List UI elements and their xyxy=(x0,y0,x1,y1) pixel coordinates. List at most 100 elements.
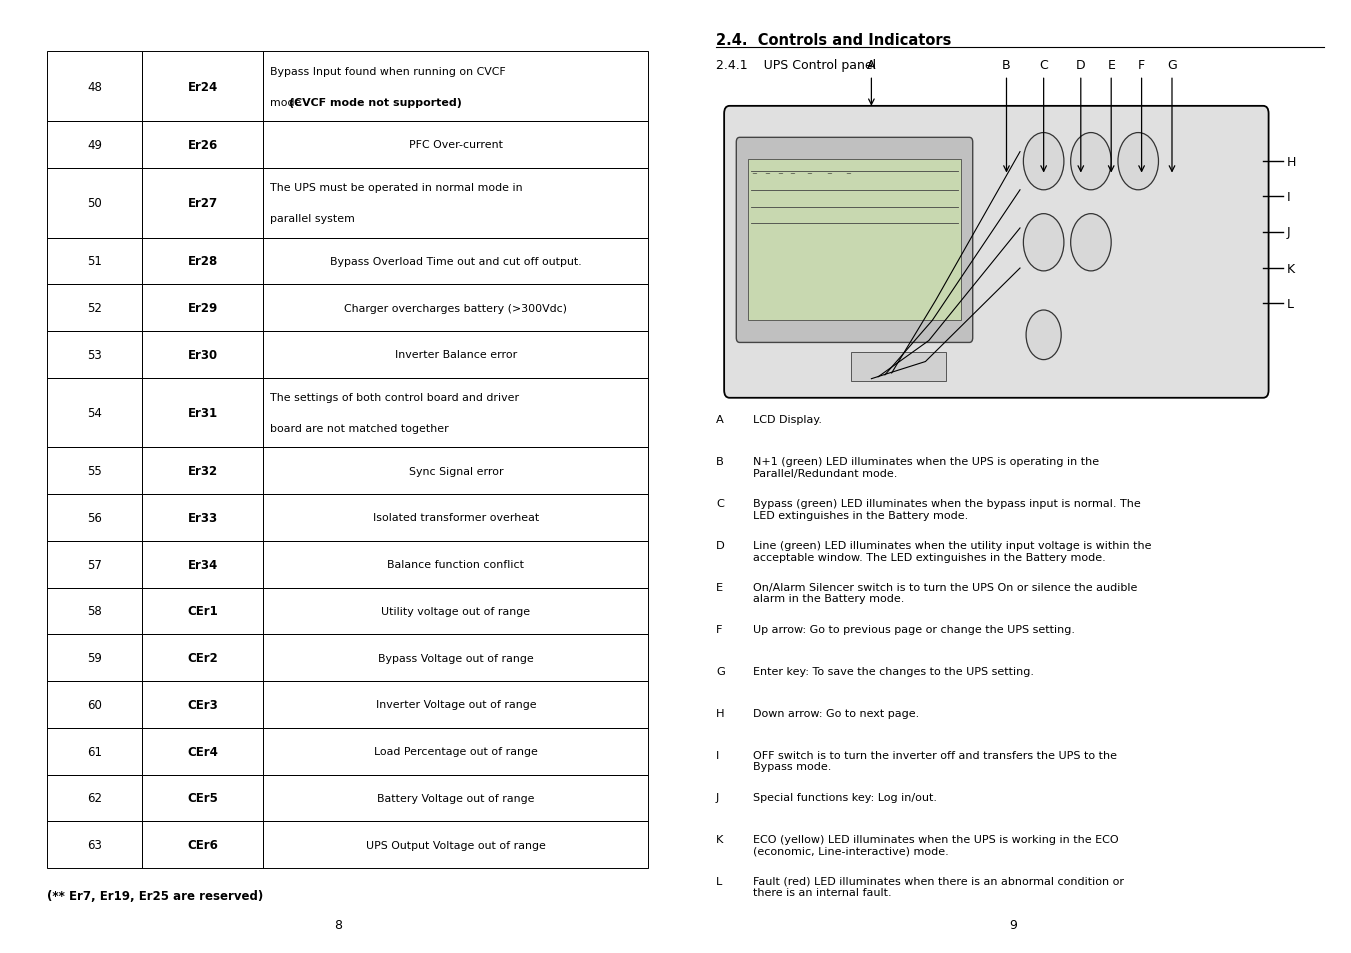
Text: 2.4.  Controls and Indicators: 2.4. Controls and Indicators xyxy=(716,33,951,49)
Bar xyxy=(263,52,648,122)
Text: I: I xyxy=(716,750,719,760)
Text: Battery Voltage out of range: Battery Voltage out of range xyxy=(377,793,535,803)
Text: 57: 57 xyxy=(86,558,103,571)
Text: H: H xyxy=(716,708,724,718)
Bar xyxy=(263,122,648,169)
Text: Er33: Er33 xyxy=(188,512,218,524)
Text: Up arrow: Go to previous page or change the UPS setting.: Up arrow: Go to previous page or change … xyxy=(754,624,1075,634)
Text: Er32: Er32 xyxy=(188,465,218,477)
Bar xyxy=(142,541,263,588)
Text: UPS Output Voltage out of range: UPS Output Voltage out of range xyxy=(366,840,546,850)
Bar xyxy=(142,169,263,238)
Text: C: C xyxy=(1039,58,1048,71)
Bar xyxy=(47,681,142,728)
Text: Er30: Er30 xyxy=(188,349,218,361)
Bar xyxy=(142,588,263,635)
Text: J: J xyxy=(1286,226,1290,239)
Text: ~: ~ xyxy=(807,171,812,176)
Text: The UPS must be operated in normal mode in: The UPS must be operated in normal mode … xyxy=(270,183,523,193)
Text: 63: 63 xyxy=(86,839,103,851)
Text: 61: 61 xyxy=(86,745,103,758)
Bar xyxy=(263,681,648,728)
Text: Er29: Er29 xyxy=(188,302,218,314)
Bar xyxy=(47,588,142,635)
Text: G: G xyxy=(716,666,724,676)
Bar xyxy=(142,122,263,169)
Text: Er28: Er28 xyxy=(188,255,218,268)
Circle shape xyxy=(1024,133,1065,191)
Bar xyxy=(263,775,648,821)
Text: Inverter Balance error: Inverter Balance error xyxy=(394,350,517,360)
Text: ~: ~ xyxy=(846,171,851,176)
Text: F: F xyxy=(1138,58,1146,71)
Text: CEr2: CEr2 xyxy=(188,652,218,664)
Text: (CVCF mode not supported): (CVCF mode not supported) xyxy=(289,97,462,108)
Text: 60: 60 xyxy=(86,699,103,711)
Bar xyxy=(142,332,263,378)
Text: Load Percentage out of range: Load Percentage out of range xyxy=(374,746,538,757)
Text: L: L xyxy=(1286,297,1294,311)
Text: OFF switch is to turn the inverter off and transfers the UPS to the
Bypass mode.: OFF switch is to turn the inverter off a… xyxy=(754,750,1117,772)
Text: L: L xyxy=(716,876,723,885)
Text: CEr4: CEr4 xyxy=(188,745,218,758)
Text: K: K xyxy=(716,834,723,843)
Bar xyxy=(47,169,142,238)
Bar xyxy=(47,541,142,588)
Text: B: B xyxy=(716,456,724,466)
FancyBboxPatch shape xyxy=(736,138,973,343)
Text: Charger overcharges battery (>300Vdc): Charger overcharges battery (>300Vdc) xyxy=(345,303,567,314)
Text: Sync Signal error: Sync Signal error xyxy=(408,466,504,476)
Text: E: E xyxy=(716,582,723,592)
Text: C: C xyxy=(716,498,724,508)
Bar xyxy=(47,238,142,285)
Text: B: B xyxy=(1002,58,1011,71)
Text: E: E xyxy=(1108,58,1115,71)
Bar xyxy=(47,52,142,122)
Bar xyxy=(263,332,648,378)
Text: 53: 53 xyxy=(88,349,101,361)
Text: D: D xyxy=(1075,58,1086,71)
Text: The settings of both control board and driver: The settings of both control board and d… xyxy=(270,393,519,403)
Text: (** Er7, Er19, Er25 are reserved): (** Er7, Er19, Er25 are reserved) xyxy=(47,889,263,902)
Text: 58: 58 xyxy=(88,605,101,618)
Circle shape xyxy=(1027,311,1062,360)
Text: F: F xyxy=(716,624,723,634)
Text: CEr5: CEr5 xyxy=(188,792,218,804)
Text: CEr3: CEr3 xyxy=(188,699,218,711)
Bar xyxy=(748,160,961,321)
Text: 62: 62 xyxy=(86,792,103,804)
Text: board are not matched together: board are not matched together xyxy=(270,423,449,434)
Text: ~: ~ xyxy=(763,171,770,176)
Text: Bypass Voltage out of range: Bypass Voltage out of range xyxy=(378,653,534,663)
Bar xyxy=(142,821,263,868)
Bar xyxy=(142,728,263,775)
Bar xyxy=(47,332,142,378)
Text: Enter key: To save the changes to the UPS setting.: Enter key: To save the changes to the UP… xyxy=(754,666,1034,676)
Text: 59: 59 xyxy=(86,652,103,664)
Bar xyxy=(142,448,263,495)
Text: ~: ~ xyxy=(789,171,796,176)
Text: Special functions key: Log in/out.: Special functions key: Log in/out. xyxy=(754,792,938,801)
Bar xyxy=(47,821,142,868)
Text: ~: ~ xyxy=(751,171,757,176)
Text: On/Alarm Silencer switch is to turn the UPS On or silence the audible
alarm in t: On/Alarm Silencer switch is to turn the … xyxy=(754,582,1138,604)
Text: 56: 56 xyxy=(86,512,103,524)
Text: J: J xyxy=(716,792,719,801)
Text: ~: ~ xyxy=(825,171,832,176)
Bar xyxy=(47,378,142,448)
Text: G: G xyxy=(1167,58,1177,71)
Text: 8: 8 xyxy=(334,918,342,931)
Bar xyxy=(142,635,263,681)
Bar xyxy=(47,122,142,169)
Text: Line (green) LED illuminates when the utility input voltage is within the
accept: Line (green) LED illuminates when the ut… xyxy=(754,540,1151,562)
Text: 51: 51 xyxy=(86,255,103,268)
Text: 9: 9 xyxy=(1009,918,1017,931)
Bar xyxy=(263,448,648,495)
Bar xyxy=(47,635,142,681)
Text: Fault (red) LED illuminates when there is an abnormal condition or
there is an i: Fault (red) LED illuminates when there i… xyxy=(754,876,1124,898)
Bar xyxy=(263,821,648,868)
Text: 49: 49 xyxy=(86,139,103,152)
Bar xyxy=(47,495,142,541)
Text: parallel system: parallel system xyxy=(270,213,355,224)
Text: Er31: Er31 xyxy=(188,407,218,419)
